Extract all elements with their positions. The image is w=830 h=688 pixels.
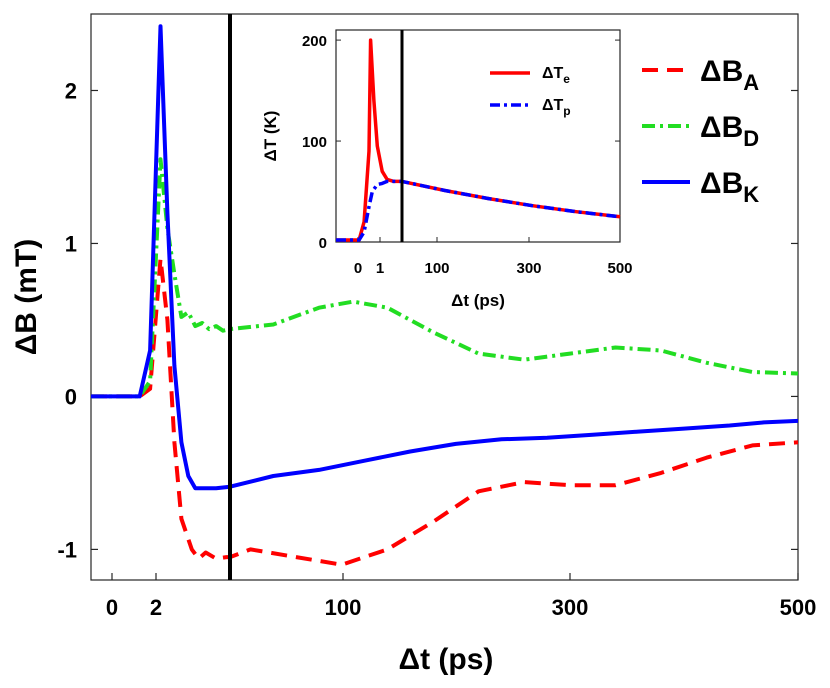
legend-label-a: ΔBA: [700, 55, 759, 95]
inset-x-axis-label: Δt (ps): [451, 291, 505, 310]
inset-x-tick-label: 500: [607, 260, 632, 277]
main-y-tick-label: 1: [65, 231, 77, 256]
inset-x-ticks: 0 1 100 300 500: [354, 237, 633, 277]
inset-x-tick-label: 100: [424, 260, 449, 277]
main-plot-frame: [90, 13, 799, 581]
inset-y-ticks: 0 100 200: [302, 33, 620, 252]
inset-legend-label-p: ΔTp: [542, 97, 571, 118]
inset-y-tick-label: 0: [319, 235, 327, 252]
inset-series-lines: [336, 38, 621, 242]
inset-y-tick-label: 200: [302, 33, 327, 50]
main-x-axis-label: Δt (ps): [399, 643, 494, 676]
inset-x-tick-label: 0: [354, 260, 362, 277]
inset-legend-label-e: ΔTe: [542, 65, 570, 86]
main-x-tick-label: 300: [552, 595, 589, 620]
inset-series-line-p: [336, 179, 621, 242]
inset-legend: ΔTe ΔTp: [490, 65, 571, 118]
main-x-tick-label: 500: [780, 595, 817, 620]
main-legend: ΔBA ΔBD ΔBK: [642, 55, 759, 207]
series-line-a: [91, 256, 799, 567]
inset-y-axis-label: ΔT (K): [261, 111, 280, 162]
main-x-ticks: 0 2 100 300 500: [106, 573, 816, 620]
series-line-k: [91, 24, 799, 491]
main-y-tick-label: 2: [65, 78, 77, 103]
inset-background: [336, 30, 620, 242]
inset-y-tick-label: 100: [302, 134, 327, 151]
main-series-lines: [91, 24, 799, 567]
legend-label-k: ΔBK: [700, 167, 759, 207]
main-x-tick-label: 2: [150, 595, 162, 620]
inset-x-tick-label: 300: [516, 260, 541, 277]
inset-plot-frame: [335, 29, 621, 243]
main-y-axis-label: ΔB (mT): [10, 239, 43, 356]
legend-label-d: ΔBD: [700, 111, 759, 151]
inset-x-tick-label: 1: [376, 260, 384, 277]
main-x-tick-label: 100: [325, 595, 362, 620]
main-y-tick-label: -1: [57, 537, 77, 562]
main-x-tick-label: 0: [106, 595, 118, 620]
main-y-tick-label: 0: [65, 384, 77, 409]
